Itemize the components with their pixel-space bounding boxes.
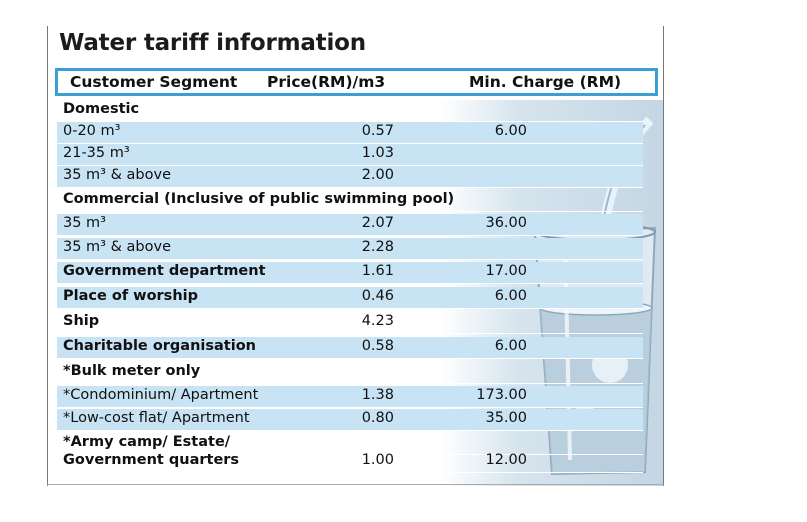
- table-row: Charitable organisation 0.58 6.00: [57, 337, 643, 359]
- row-price: 0.57: [361, 123, 394, 139]
- row-price: 2.07: [361, 215, 394, 231]
- row-min-charge: 6.00: [494, 288, 527, 304]
- row-segment: Commercial (Inclusive of public swimming…: [63, 191, 455, 207]
- row-segment: Government quarters: [63, 452, 240, 468]
- row-min-charge: 173.00: [476, 387, 527, 403]
- table-row: *Army camp/ Estate/: [57, 433, 643, 455]
- row-segment: Ship: [63, 313, 100, 329]
- row-price: 0.80: [361, 410, 394, 426]
- table-row: *Condominium/ Apartment 1.38 173.00: [57, 386, 643, 408]
- table-row: Domestic: [57, 100, 643, 122]
- table-row: Government quarters 1.00 12.00: [57, 451, 643, 473]
- table-row: 35 m³ & above 2.28: [57, 238, 643, 260]
- row-segment: *Army camp/ Estate/: [63, 434, 231, 450]
- header-price: Price(RM)/m3: [267, 73, 386, 91]
- left-border: [47, 26, 48, 486]
- row-price: 0.46: [361, 288, 394, 304]
- row-price: 1.61: [361, 263, 394, 279]
- row-min-charge: 35.00: [485, 410, 527, 426]
- row-min-charge: 6.00: [494, 123, 527, 139]
- row-price: 1.00: [361, 452, 394, 468]
- table-row: *Bulk meter only: [57, 362, 643, 384]
- right-border: [663, 26, 664, 486]
- row-segment: Domestic: [63, 101, 140, 117]
- table-row: Place of worship 0.46 6.00: [57, 287, 643, 309]
- row-segment: *Low-cost flat/ Apartment: [63, 410, 250, 426]
- table-row: *Low-cost flat/ Apartment 0.80 35.00: [57, 409, 643, 431]
- row-price: 1.03: [361, 145, 394, 161]
- row-min-charge: 6.00: [494, 338, 527, 354]
- table-row: Ship 4.23: [57, 312, 643, 334]
- row-segment: 0-20 m³: [63, 123, 121, 139]
- row-segment: 21-35 m³: [63, 145, 130, 161]
- table-row: 35 m³ & above 2.00: [57, 166, 643, 188]
- row-min-charge: 36.00: [485, 215, 527, 231]
- row-min-charge: 12.00: [485, 452, 527, 468]
- row-segment: Place of worship: [63, 288, 198, 304]
- table-header: Customer Segment Price(RM)/m3 Min. Charg…: [55, 68, 658, 96]
- row-segment: 35 m³ & above: [63, 167, 171, 183]
- row-segment: *Bulk meter only: [63, 363, 201, 379]
- row-min-charge: 17.00: [485, 263, 527, 279]
- row-segment: Charitable organisation: [63, 338, 256, 354]
- row-segment: *Condominium/ Apartment: [63, 387, 259, 403]
- table-row: 0-20 m³ 0.57 6.00: [57, 122, 643, 144]
- bottom-border: [47, 484, 664, 485]
- page-title: Water tariff information: [59, 30, 366, 56]
- row-price: 2.00: [361, 167, 394, 183]
- row-segment: 35 m³: [63, 215, 106, 231]
- row-price: 2.28: [361, 239, 394, 255]
- row-segment: Government department: [63, 263, 266, 279]
- row-segment: 35 m³ & above: [63, 239, 171, 255]
- table-row: 35 m³ 2.07 36.00: [57, 214, 643, 236]
- header-segment: Customer Segment: [70, 73, 238, 91]
- header-min-charge: Min. Charge (RM): [469, 73, 622, 91]
- table-row: Commercial (Inclusive of public swimming…: [57, 190, 643, 212]
- table-row: 21-35 m³ 1.03: [57, 144, 643, 166]
- table-row: Government department 1.61 17.00: [57, 262, 643, 284]
- row-price: 4.23: [361, 313, 394, 329]
- row-price: 1.38: [361, 387, 394, 403]
- row-price: 0.58: [361, 338, 394, 354]
